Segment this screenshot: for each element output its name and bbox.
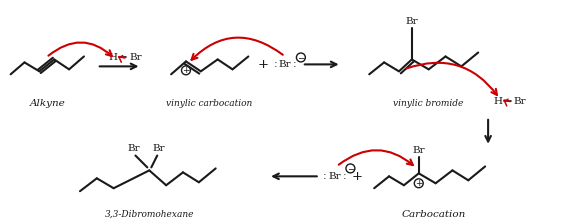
Text: Br: Br xyxy=(127,144,140,153)
Text: H: H xyxy=(109,53,118,62)
Text: +: + xyxy=(415,179,423,188)
Text: −: − xyxy=(347,164,354,173)
Text: Alkyne: Alkyne xyxy=(29,99,65,108)
Text: :: : xyxy=(343,171,346,181)
Text: vinylic bromide: vinylic bromide xyxy=(393,99,464,108)
Text: vinylic carbocation: vinylic carbocation xyxy=(166,99,252,108)
Text: Br: Br xyxy=(406,17,418,26)
Text: Br: Br xyxy=(514,97,526,106)
Text: Br: Br xyxy=(328,172,341,181)
Text: 3,3-Dibromohexane: 3,3-Dibromohexane xyxy=(105,210,194,219)
Text: Br: Br xyxy=(412,146,425,155)
Text: Br: Br xyxy=(279,60,291,69)
Text: +: + xyxy=(257,58,269,71)
Text: Br: Br xyxy=(130,53,142,62)
Text: :: : xyxy=(323,171,327,181)
Text: H: H xyxy=(494,97,503,106)
Text: :: : xyxy=(293,59,297,69)
Text: :: : xyxy=(273,59,277,69)
Text: Br: Br xyxy=(153,144,165,153)
Text: −: − xyxy=(297,53,305,62)
Text: +: + xyxy=(182,66,190,75)
Text: Carbocation: Carbocation xyxy=(401,210,466,219)
Text: +: + xyxy=(352,170,363,183)
